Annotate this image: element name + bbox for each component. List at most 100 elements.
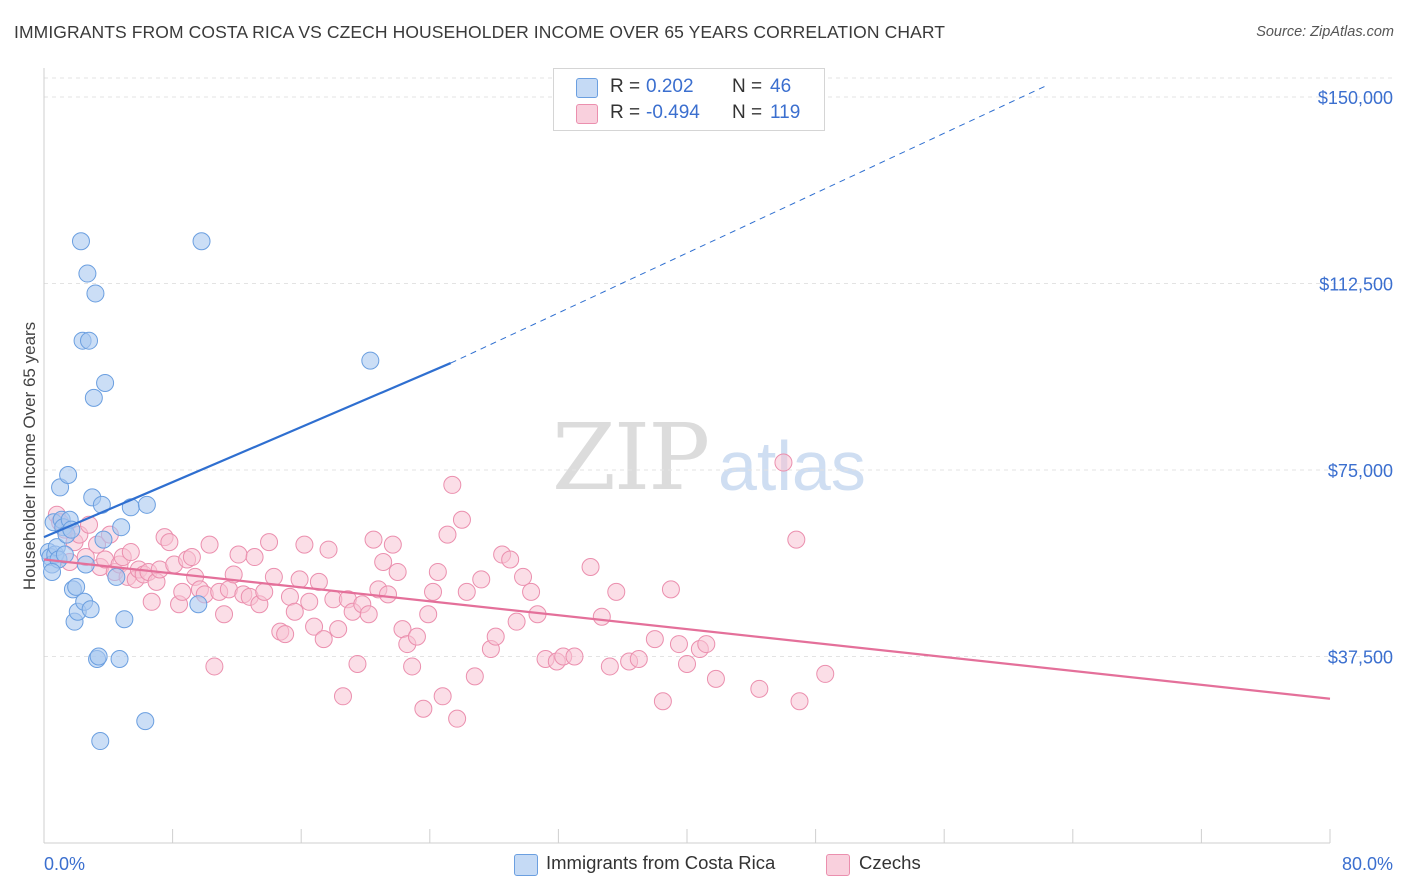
czechs-point	[255, 582, 274, 601]
czechs-point	[448, 709, 467, 728]
czechs-point	[706, 669, 725, 688]
grid-lines	[44, 77, 1395, 657]
czechs-point	[314, 630, 333, 649]
costa-rica-point	[192, 232, 211, 251]
legend-swatch-blue	[576, 78, 598, 98]
y-tick-label: $112,500	[1319, 275, 1393, 295]
watermark-atlas: atlas	[718, 427, 866, 505]
czechs-point	[457, 582, 476, 601]
czechs-point	[295, 535, 314, 554]
costa-rica-point	[110, 649, 129, 668]
legend-n-label: N =	[732, 76, 763, 97]
costa-rica-point	[89, 647, 108, 666]
bottom-legend-label: Czechs	[859, 852, 921, 873]
czechs-point	[276, 625, 295, 644]
czechs-point	[182, 548, 201, 567]
czechs-point	[388, 562, 407, 581]
czechs-point	[305, 617, 324, 636]
czechs-trend	[43, 558, 1331, 700]
czechs-point	[565, 647, 584, 666]
czechs-point	[407, 627, 426, 646]
costa-rica-point	[43, 562, 62, 581]
costa-rica-trend-solid	[43, 362, 452, 539]
czechs-point	[522, 582, 541, 601]
series-czechs-points	[47, 453, 835, 728]
legend-swatch-pink	[576, 104, 598, 124]
czechs-point	[173, 582, 192, 601]
czechs-point	[285, 602, 304, 621]
trend-lines	[43, 84, 1331, 700]
czechs-point	[774, 453, 793, 472]
costa-rica-point	[96, 373, 115, 392]
czechs-point	[280, 587, 299, 606]
czechs-point	[581, 557, 600, 576]
czechs-point	[333, 687, 352, 706]
czechs-point	[661, 580, 680, 599]
czechs-point	[428, 562, 447, 581]
bottom-legend-swatch-pink	[826, 854, 850, 876]
czechs-point	[790, 692, 809, 711]
czechs-point	[309, 572, 328, 591]
x-tick-label-max: 80.0%	[1342, 854, 1393, 874]
czechs-point	[379, 585, 398, 604]
chart-title: IMMIGRANTS FROM COSTA RICA VS CZECH HOUS…	[14, 22, 946, 42]
czechs-point	[697, 635, 716, 654]
czechs-point	[424, 582, 443, 601]
czechs-point	[229, 545, 248, 564]
legend-r-label: R =	[610, 102, 641, 123]
y-tick-label: $75,000	[1328, 461, 1393, 481]
costa-rica-point	[78, 264, 97, 283]
czechs-point	[645, 630, 664, 649]
czechs-point	[348, 654, 367, 673]
costa-rica-point	[55, 545, 74, 564]
czechs-point	[433, 687, 452, 706]
y-axis-label: Householder Income Over 65 years	[20, 322, 39, 590]
costa-rica-point	[59, 465, 78, 484]
czechs-point	[452, 510, 471, 529]
czechs-point	[364, 530, 383, 549]
czechs-point	[472, 570, 491, 589]
czechs-point	[600, 657, 619, 676]
axis-labels: $37,500 $75,000 $112,500 $150,000 0.0% 80.0% H…	[20, 88, 1393, 874]
x-tick-label-min: 0.0%	[44, 854, 85, 874]
czechs-point	[290, 570, 309, 589]
costa-rica-point	[112, 518, 131, 537]
costa-rica-point	[80, 331, 99, 350]
legend-n-label: N =	[732, 102, 763, 123]
czechs-point	[319, 540, 338, 559]
czechs-point	[260, 533, 279, 552]
czechs-point	[160, 533, 179, 552]
czechs-point	[300, 592, 319, 611]
axes	[43, 68, 1331, 844]
czechs-point	[507, 612, 526, 631]
costa-rica-point	[86, 284, 105, 303]
czechs-point	[486, 627, 505, 646]
y-tick-label: $150,000	[1318, 88, 1393, 108]
czechs-point	[205, 657, 224, 676]
czechs-point	[329, 620, 348, 639]
correlation-legend: R = 0.202 N = 46 R = -0.494 N = 119	[553, 68, 825, 131]
costa-rica-point	[84, 388, 103, 407]
czechs-point	[438, 525, 457, 544]
czechs-point	[750, 679, 769, 698]
watermark-zip: ZIP	[552, 404, 710, 511]
costa-rica-point	[115, 610, 134, 629]
czechs-point	[142, 592, 161, 611]
czechs-point	[403, 657, 422, 676]
legend-r-label: R =	[610, 76, 641, 97]
czechs-point	[443, 475, 462, 494]
czechs-point	[465, 667, 484, 686]
costa-rica-point	[107, 567, 126, 586]
y-tick-label: $37,500	[1328, 648, 1393, 668]
costa-rica-point	[81, 600, 100, 619]
bottom-legend-swatch-blue	[514, 854, 538, 876]
czechs-point	[607, 582, 626, 601]
czechs-point	[629, 649, 648, 668]
czechs-point	[359, 605, 378, 624]
costa-rica-point	[361, 351, 380, 370]
legend-n-value: 46	[770, 76, 792, 97]
czechs-point	[787, 530, 806, 549]
bottom-legend-label: Immigrants from Costa Rica	[546, 852, 776, 873]
costa-rica-point	[94, 530, 113, 549]
